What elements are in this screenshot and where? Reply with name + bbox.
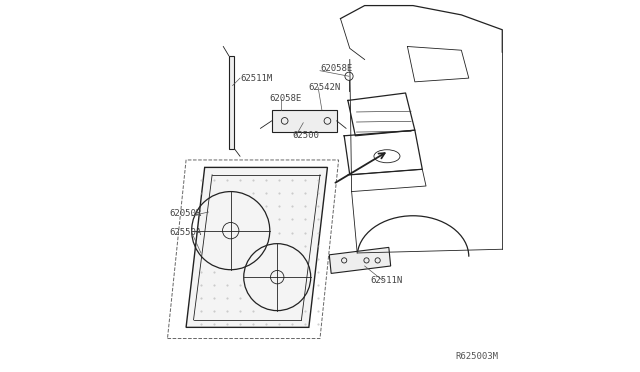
Polygon shape (330, 247, 390, 273)
Text: 62058E: 62058E (270, 94, 302, 103)
Polygon shape (271, 110, 337, 132)
Text: 62511N: 62511N (370, 276, 403, 285)
Text: 62542N: 62542N (309, 83, 341, 92)
Text: 62050R: 62050R (170, 209, 202, 218)
Text: 62058E: 62058E (320, 64, 352, 73)
Text: R625003M: R625003M (456, 352, 499, 361)
Text: 62550A: 62550A (170, 228, 202, 237)
Text: 62511M: 62511M (240, 74, 272, 83)
Polygon shape (186, 167, 328, 327)
Polygon shape (229, 56, 234, 149)
Text: 62500: 62500 (292, 131, 319, 140)
